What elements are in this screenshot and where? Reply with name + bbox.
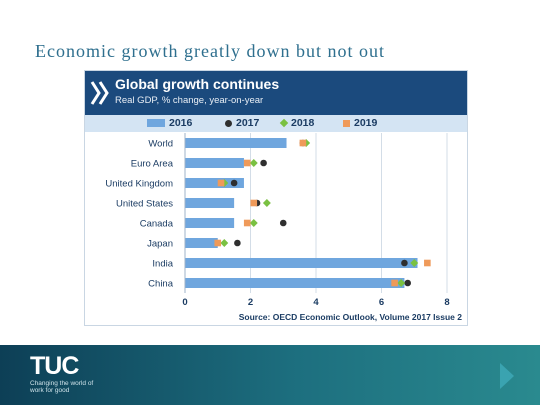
point-2019 [243, 219, 251, 227]
point-2017 [260, 159, 267, 167]
x-tick-label: 4 [313, 297, 319, 308]
bar-2016 [185, 278, 405, 288]
bar-2016 [185, 158, 244, 168]
chart-plot: 0 2 4 6 8 World Euro Area United Kingdom United … [105, 133, 450, 308]
x-tick-label: 8 [444, 297, 449, 308]
point-2017 [230, 179, 238, 187]
point-2019 [243, 159, 251, 167]
category-label: China [148, 279, 174, 290]
bar-2016 [185, 138, 287, 148]
chart-title: Global growth continues [115, 76, 280, 92]
point-2018 [262, 199, 271, 207]
footer-band [0, 345, 540, 405]
chart-subtitle: Real GDP, % change, year-on-year [115, 95, 264, 106]
legend-square-swatch [343, 119, 350, 127]
chart-legend: 2016 2017 2018 2019 [85, 115, 467, 132]
tuc-tagline: Changing the world of work for good [30, 380, 94, 394]
bar-2016 [185, 178, 244, 188]
category-label: Euro Area [131, 159, 174, 170]
point-2018 [249, 219, 258, 227]
legend-item-2018: 2018 [279, 117, 315, 129]
tuc-logo: TUC [30, 352, 79, 380]
x-tick-label: 0 [182, 297, 187, 308]
legend-item-2017: 2017 [225, 117, 259, 129]
legend-label: 2017 [236, 117, 260, 129]
legend-item-2019: 2019 [343, 117, 377, 129]
x-tick-label: 2 [248, 297, 253, 308]
category-label: India [152, 259, 173, 270]
point-2019 [424, 259, 431, 267]
point-2017 [404, 279, 412, 287]
category-label: United Kingdom [105, 179, 173, 190]
slide-title: Economic growth greatly down but not out [35, 41, 385, 61]
point-2018 [249, 159, 258, 167]
point-2017 [401, 259, 408, 267]
point-2017 [234, 239, 241, 247]
point-2018 [220, 239, 229, 247]
point-2019 [299, 139, 307, 147]
point-2019 [250, 199, 258, 207]
category-label: World [148, 139, 173, 150]
bar-2016 [185, 238, 218, 248]
legend-label: 2018 [291, 117, 315, 129]
bar-2016 [185, 258, 418, 268]
chart-header: Global growth continues Real GDP, % chan… [85, 71, 467, 115]
legend-label: 2019 [354, 117, 378, 129]
category-label: United States [116, 199, 173, 210]
chevron-icon [90, 81, 109, 105]
point-2019 [217, 179, 225, 187]
x-tick-label: 6 [379, 297, 384, 308]
chart-source: Source: OECD Economic Outlook, Volume 20… [238, 312, 462, 322]
legend-dot-swatch [225, 119, 232, 127]
point-2019 [391, 279, 398, 287]
category-label: Japan [147, 239, 173, 250]
point-2018 [410, 259, 419, 267]
bar-2016 [185, 198, 235, 208]
point-2018 [397, 279, 406, 287]
chart-frame: Global growth continues Real GDP, % chan… [84, 70, 468, 326]
legend-label: 2016 [169, 117, 193, 129]
point-2017 [279, 219, 287, 227]
next-arrow-icon[interactable] [498, 361, 516, 391]
point-2019 [214, 239, 222, 247]
bar-2016 [185, 218, 235, 228]
legend-item-2016: 2016 [147, 117, 192, 129]
category-label: Canada [140, 219, 174, 230]
legend-bar-swatch [147, 119, 165, 128]
